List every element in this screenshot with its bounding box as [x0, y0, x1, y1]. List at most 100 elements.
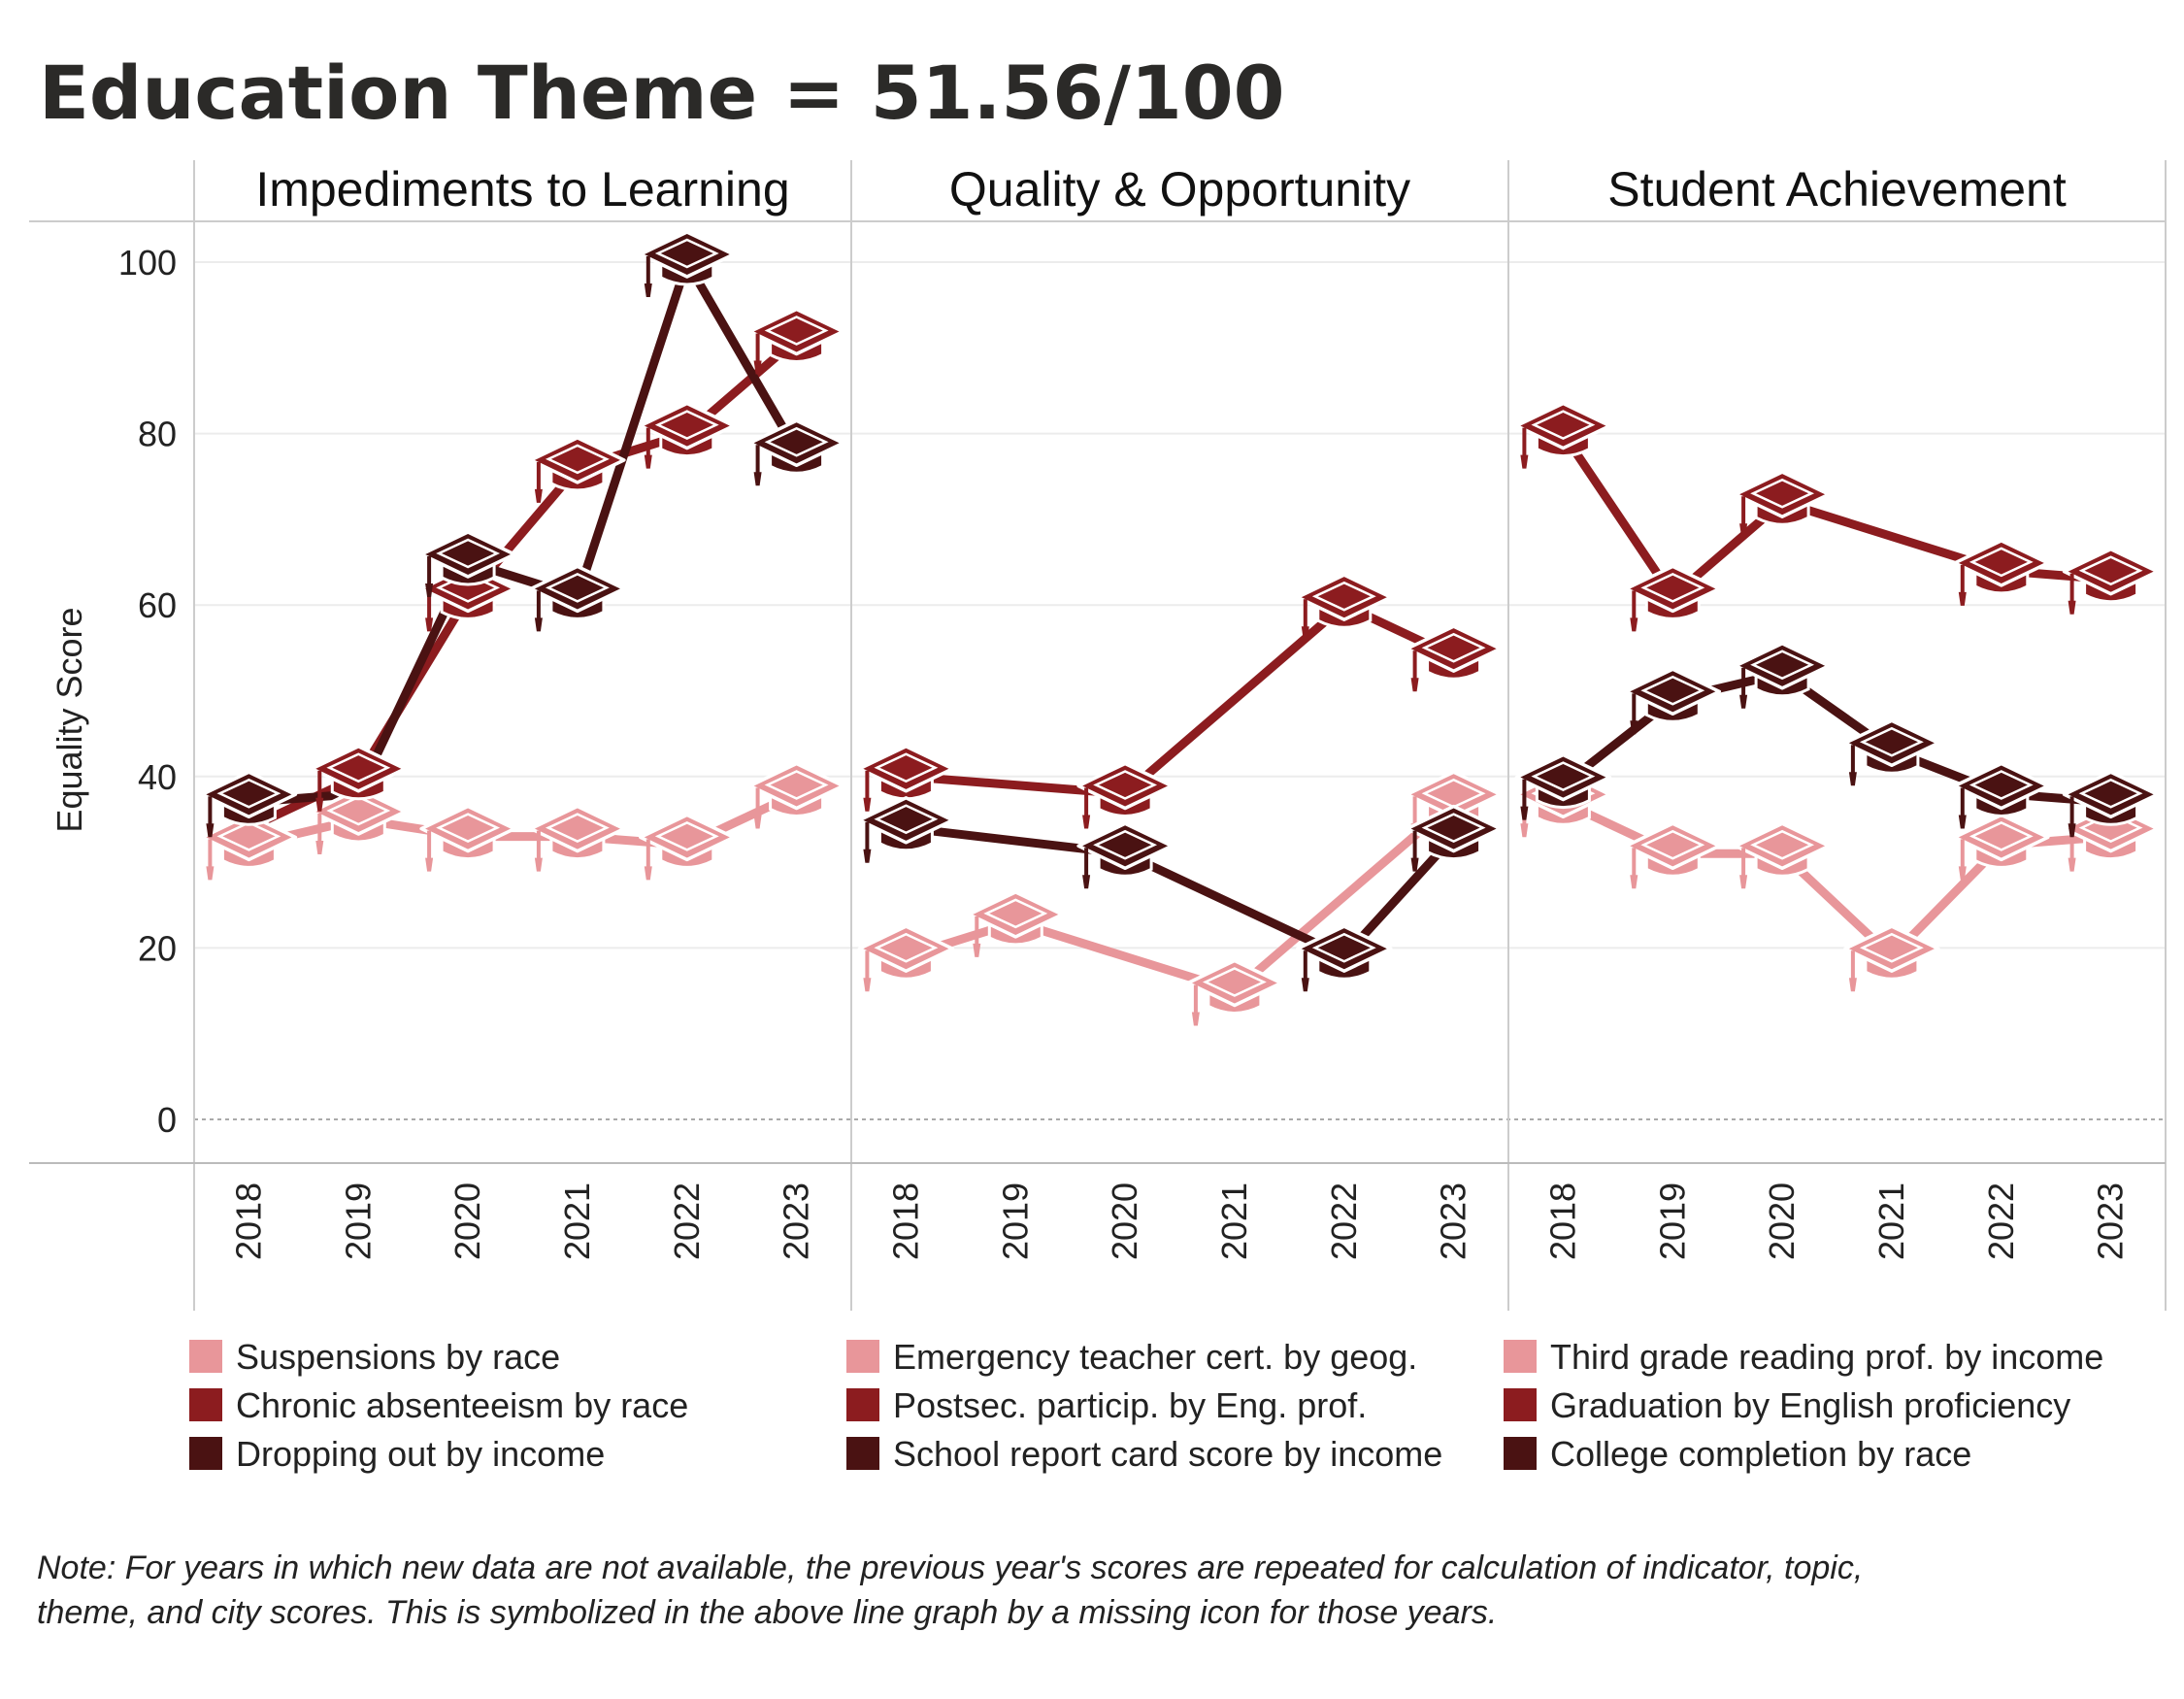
x-tick-label: 2018: [1542, 1183, 1582, 1260]
legend-swatch: [846, 1340, 879, 1373]
legend-swatch: [1504, 1340, 1537, 1373]
data-point-cap-icon: [857, 796, 955, 863]
data-point-cap-icon: [1514, 752, 1612, 820]
x-tick-label: 2020: [447, 1183, 487, 1260]
legend-label-college-completion-by-race: College completion by race: [1550, 1434, 1971, 1474]
data-point-cap-icon: [2062, 547, 2160, 615]
panel-title-impediments-to-learning: Impediments to Learning: [255, 162, 789, 217]
legend-swatch: [189, 1388, 222, 1421]
series-layer: [200, 230, 2160, 1026]
data-point-cap-icon: [1734, 470, 1831, 538]
x-tick-label: 2022: [1981, 1183, 2021, 1260]
x-tick-label: 2018: [885, 1183, 925, 1260]
series-line-third-grade-reading-prof-by-income: [1558, 797, 2116, 961]
data-point-cap-icon: [857, 745, 955, 812]
data-point-cap-icon: [529, 804, 626, 872]
data-point-cap-icon: [200, 813, 298, 881]
data-point-cap-icon: [2062, 770, 2160, 838]
data-point-cap-icon: [1076, 821, 1174, 889]
series-line-emergency-teacher-cert-by-geog: [901, 797, 1459, 995]
data-point-cap-icon: [1953, 813, 2050, 881]
panel-quality-opportunity: [857, 573, 1503, 1026]
series-line-postsec-particip-by-eng-prof: [901, 600, 1459, 798]
legend-swatch: [189, 1340, 222, 1373]
data-point-cap-icon: [310, 745, 408, 812]
data-point-cap-icon: [1953, 539, 2050, 606]
data-point-cap-icon: [747, 307, 845, 375]
legend-label-postsec-particip-by-eng-prof: Postsec. particip. by Eng. prof.: [893, 1385, 1367, 1425]
data-point-cap-icon: [1296, 924, 1393, 992]
note-layer: Note: For years in which new data are no…: [37, 1549, 1863, 1631]
footnote-line: Note: For years in which new data are no…: [37, 1549, 1863, 1586]
data-point-cap-icon: [419, 530, 516, 597]
legend-swatch: [1504, 1437, 1537, 1470]
data-point-cap-icon: [1405, 624, 1503, 692]
x-tick-label: 2022: [1324, 1183, 1364, 1260]
data-point-cap-icon: [529, 564, 626, 632]
legend-label-chronic-absenteeism-by-race: Chronic absenteeism by race: [236, 1385, 688, 1425]
data-point-cap-icon: [419, 804, 516, 872]
data-point-cap-icon: [1843, 718, 1940, 786]
data-point-cap-icon: [967, 890, 1065, 957]
data-point-cap-icon: [1514, 401, 1612, 469]
data-point-cap-icon: [1734, 642, 1831, 709]
legend-label-third-grade-reading-prof-by-income: Third grade reading prof. by income: [1550, 1337, 2103, 1377]
panel-title-quality-opportunity: Quality & Opportunity: [949, 162, 1410, 217]
data-point-cap-icon: [529, 436, 626, 503]
x-tick-label: 2023: [2091, 1183, 2131, 1260]
data-point-cap-icon: [1076, 761, 1174, 829]
x-tick-label: 2018: [228, 1183, 268, 1260]
x-tick-label: 2021: [1214, 1183, 1254, 1260]
panel-student-achievement: [1514, 401, 2160, 992]
legend-swatch: [846, 1437, 879, 1470]
x-tick-label: 2019: [1652, 1183, 1692, 1260]
data-point-cap-icon: [1624, 821, 1722, 889]
series-line-school-report-card-score-by-income: [901, 823, 1459, 961]
x-tick-label: 2023: [1434, 1183, 1473, 1260]
data-point-cap-icon: [1624, 564, 1722, 632]
x-tick-label: 2020: [1762, 1183, 1802, 1260]
data-point-cap-icon: [1405, 804, 1503, 872]
y-tick-label: 0: [157, 1100, 177, 1140]
legend-swatch: [846, 1388, 879, 1421]
x-tick-label: 2019: [338, 1183, 378, 1260]
chart-title: Education Theme = 51.56/100: [39, 50, 1285, 136]
legend-label-suspensions-by-race: Suspensions by race: [236, 1337, 560, 1377]
legend-swatch: [1504, 1388, 1537, 1421]
grid-layer: [194, 261, 2166, 1120]
data-point-cap-icon: [200, 770, 298, 838]
data-point-cap-icon: [639, 813, 736, 881]
legend-label-school-report-card-score-by-income: School report card score by income: [893, 1434, 1442, 1474]
legend-swatch: [189, 1437, 222, 1470]
data-point-cap-icon: [1843, 924, 1940, 992]
data-point-cap-icon: [1624, 667, 1722, 735]
data-point-cap-icon: [310, 787, 408, 854]
footnote-line: theme, and city scores. This is symboliz…: [37, 1594, 1497, 1631]
legend-layer: Suspensions by race Chronic absenteeism b…: [189, 1337, 2103, 1474]
y-tick-label: 100: [118, 243, 177, 283]
legend-label-dropping-out-by-income: Dropping out by income: [236, 1434, 605, 1474]
data-point-cap-icon: [857, 924, 955, 992]
y-tick-label: 60: [138, 585, 177, 625]
y-tick-label: 40: [138, 757, 177, 797]
x-tick-label: 2023: [777, 1183, 816, 1260]
label-layer: 0 20 40 60 80 100 Equality Score Impediments to…: [50, 162, 2131, 1260]
data-point-cap-icon: [747, 761, 845, 829]
y-tick-label: 80: [138, 415, 177, 454]
data-point-cap-icon: [1953, 761, 2050, 829]
data-point-cap-icon: [747, 418, 845, 486]
panel-impediments-to-learning: [200, 230, 845, 881]
x-tick-label: 2021: [557, 1183, 597, 1260]
panel-title-student-achievement: Student Achievement: [1607, 162, 2067, 217]
x-tick-label: 2022: [667, 1183, 707, 1260]
x-tick-label: 2019: [995, 1183, 1035, 1260]
data-point-cap-icon: [639, 401, 736, 469]
y-axis-label: Equality Score: [50, 607, 89, 832]
frame-layer: [29, 160, 2167, 1311]
x-tick-label: 2020: [1105, 1183, 1144, 1260]
data-point-cap-icon: [1734, 821, 1831, 889]
legend-label-graduation-by-english-proficiency: Graduation by English proficiency: [1550, 1385, 2070, 1425]
data-point-cap-icon: [1296, 573, 1393, 641]
data-point-cap-icon: [1186, 958, 1283, 1026]
